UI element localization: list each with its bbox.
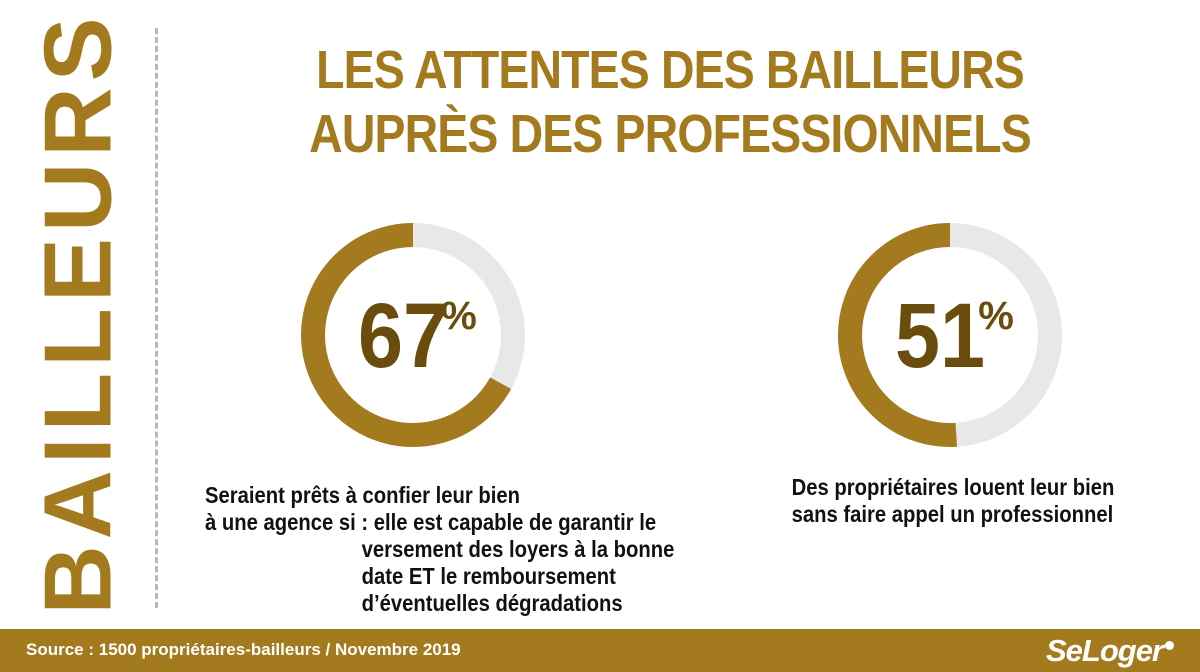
dashed-divider <box>155 28 158 608</box>
page-title-line-1: LES ATTENTES DES BAILLEURS <box>316 40 1025 100</box>
caption-1-line-1: Seraient prêts à confier leur bien <box>205 482 520 508</box>
caption-2-line-1: Des propriétaires louent leur bien <box>791 474 1115 500</box>
caption-1-line-2-rest: elle est capable de garantir le <box>373 509 657 535</box>
caption-1-line-3: versement des loyers à la bonne <box>361 536 675 562</box>
seloger-logo: SeLoger <box>1046 633 1174 669</box>
page-title: LES ATTENTES DES BAILLEURS AUPRÈS DES PR… <box>230 38 1110 166</box>
donut-1-unit-label: % <box>441 294 477 338</box>
caption-1-line-5: d’éventuelles dégradations <box>361 590 623 616</box>
donut-2-value-arc <box>838 223 958 447</box>
donut-1-value-arc <box>301 223 512 447</box>
caption-2-line-2: sans faire appel un professionnel <box>791 501 1114 527</box>
caption-1-line-4: date ET le remboursement <box>361 563 616 589</box>
donut-1-value-label: 67 <box>358 285 448 387</box>
caption-chart-1: Seraient prêts à confier leur bien à une… <box>205 482 705 617</box>
caption-1-line-2: à une agence si : elle est capable de ga… <box>205 509 656 536</box>
logo-dot-icon <box>1165 641 1174 650</box>
footer-bar: Source : 1500 propriétaires-bailleurs / … <box>0 629 1200 672</box>
page-title-line-2: AUPRÈS DES PROFESSIONNELS <box>309 104 1032 164</box>
donut-2-value-label: 51 <box>895 285 985 387</box>
seloger-logo-text: SeLoger <box>1045 633 1164 668</box>
footer-source: Source : 1500 propriétaires-bailleurs / … <box>26 640 461 659</box>
donut-chart-2: 51% <box>838 223 1062 447</box>
caption-1-line-2-prefix: à une agence si : <box>205 509 369 535</box>
donut-2-unit-label: % <box>978 294 1014 338</box>
caption-chart-2: Des propriétaires louent leur bien sans … <box>770 474 1130 528</box>
donut-chart-1: 67% <box>301 223 525 447</box>
donut-charts: 67% 51% <box>301 223 1062 447</box>
